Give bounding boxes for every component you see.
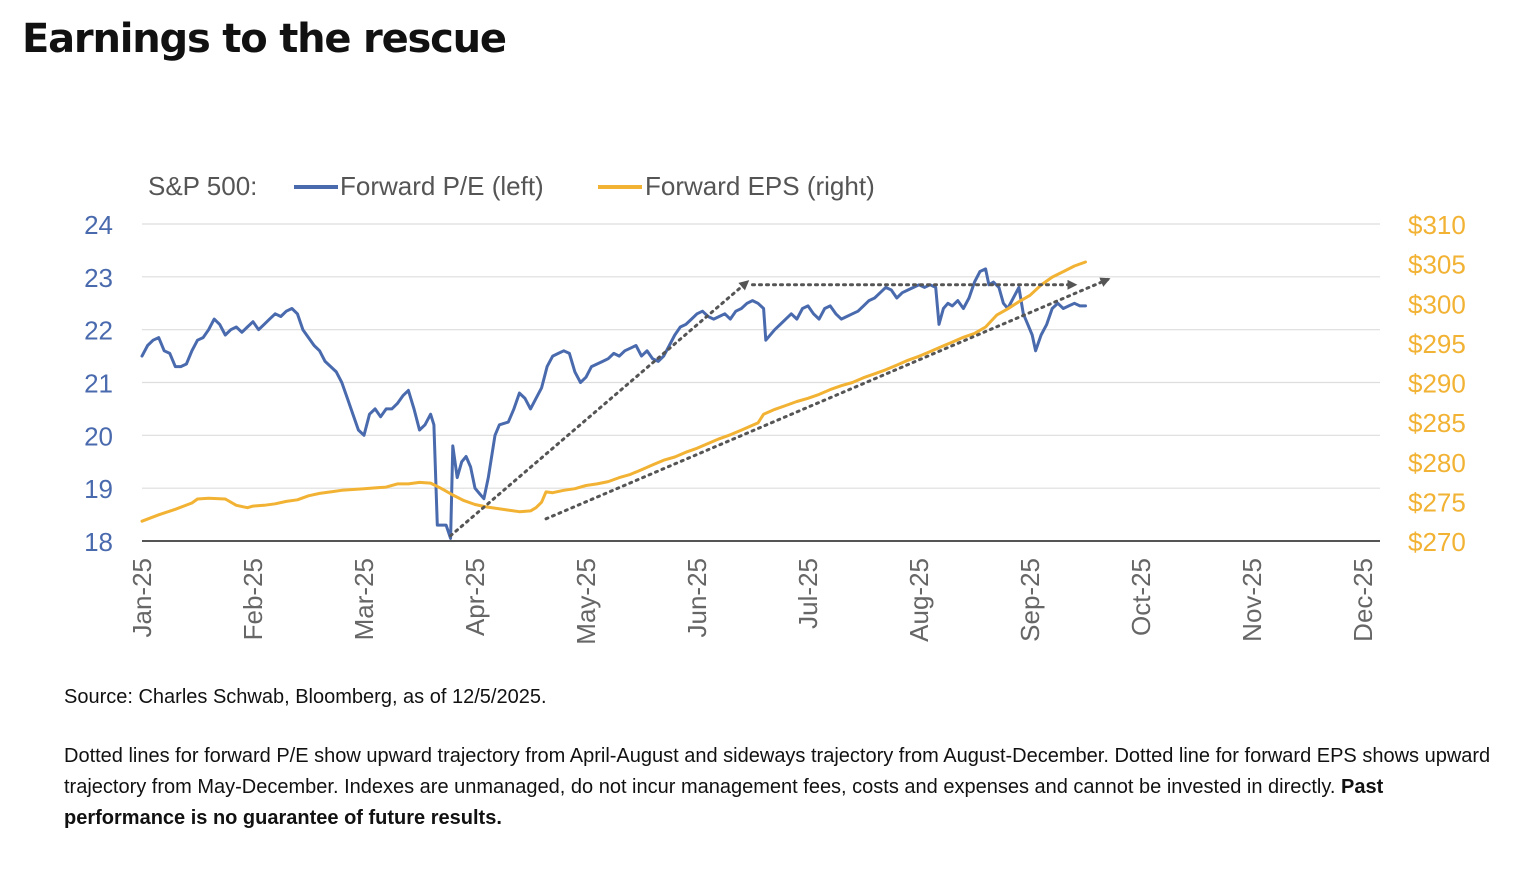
legend-label-eps: Forward EPS (right) — [645, 171, 875, 201]
y-axis-right: $270 $275 $280 $285 $290 $295 $300 $305 $310 — [1408, 210, 1466, 557]
chart-title: Earnings to the rescue — [22, 16, 507, 62]
disclaimer-text: Past performance is no guarantee of futu… — [64, 776, 1384, 829]
y-left-tick-label: 22 — [84, 316, 113, 346]
x-tick-label: Jul-25 — [793, 558, 823, 629]
x-tick-label: May-25 — [571, 558, 601, 645]
series-line-forward-pe — [140, 267, 1087, 540]
x-tick-label: Feb-25 — [238, 558, 268, 640]
y-right-tick-label: $310 — [1408, 210, 1466, 240]
y-left-tick-label: 23 — [84, 263, 113, 293]
description-note: Dotted lines for forward P/E show upward… — [64, 741, 1494, 834]
x-tick-label: Dec-25 — [1348, 558, 1378, 642]
y-axis-left: 18 19 20 21 22 23 24 — [84, 210, 113, 557]
chart-notes: Source: Charles Schwab, Bloomberg, as of… — [64, 682, 1494, 834]
y-right-tick-label: $290 — [1408, 369, 1466, 399]
y-right-tick-label: $295 — [1408, 329, 1466, 359]
x-tick-label: Apr-25 — [460, 558, 490, 636]
y-right-tick-label: $270 — [1408, 527, 1466, 557]
y-right-tick-label: $300 — [1408, 289, 1466, 319]
plot-area — [140, 260, 1111, 540]
chart: S&P 500: Forward P/E (left) Forward EPS … — [84, 171, 1466, 645]
x-tick-label: Jan-25 — [127, 558, 157, 638]
x-tick-label: Oct-25 — [1126, 558, 1156, 636]
x-tick-label: Nov-25 — [1237, 558, 1267, 642]
x-tick-label: Aug-25 — [904, 558, 934, 642]
y-right-tick-label: $305 — [1408, 250, 1466, 280]
series-line-forward-eps — [140, 260, 1087, 523]
trend-line-1 — [449, 280, 750, 538]
y-left-tick-label: 21 — [84, 369, 113, 399]
y-right-tick-label: $285 — [1408, 408, 1466, 438]
x-tick-label: Mar-25 — [349, 558, 379, 640]
source-note: Source: Charles Schwab, Bloomberg, as of… — [64, 686, 547, 708]
x-tick-label: Jun-25 — [682, 558, 712, 638]
legend-prefix: S&P 500: — [148, 171, 257, 201]
description-text: Dotted lines for forward P/E show upward… — [64, 745, 1491, 798]
x-axis: Jan-25 Feb-25 Mar-25 Apr-25 May-25 Jun-25 Jul-… — [127, 558, 1378, 645]
y-left-tick-label: 20 — [84, 421, 113, 451]
y-left-tick-label: 24 — [84, 210, 113, 240]
y-right-tick-label: $275 — [1408, 487, 1466, 517]
y-left-tick-label: 18 — [84, 527, 113, 557]
trend-line-3 — [544, 277, 1111, 521]
y-right-tick-label: $280 — [1408, 448, 1466, 478]
legend: S&P 500: Forward P/E (left) Forward EPS … — [148, 171, 875, 201]
legend-label-pe: Forward P/E (left) — [340, 171, 544, 201]
x-tick-label: Sep-25 — [1015, 558, 1045, 642]
y-left-tick-label: 19 — [84, 474, 113, 504]
grid-lines — [142, 223, 1380, 542]
